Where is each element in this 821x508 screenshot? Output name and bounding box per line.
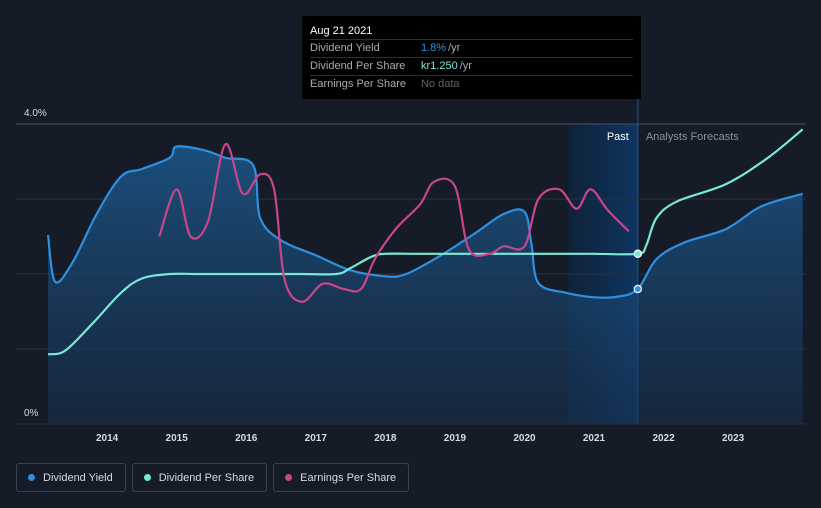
x-tick-label: 2021 <box>583 433 606 444</box>
x-tick-label: 2020 <box>513 433 536 444</box>
legend-label: Dividend Per Share <box>158 471 255 484</box>
y-tick-label: 0% <box>24 408 39 419</box>
x-tick-label: 2015 <box>166 433 189 444</box>
tooltip-date: Aug 21 2021 <box>310 25 373 37</box>
tooltip-unit: /yr <box>448 42 461 54</box>
dividend-yield-area <box>48 146 803 424</box>
tooltip-row-earnings-per-share: Earnings Per Share No data <box>310 75 633 93</box>
legend-dividend-yield[interactable]: Dividend Yield <box>16 463 126 492</box>
marker-point <box>633 249 643 258</box>
legend-label: Dividend Yield <box>43 471 113 484</box>
legend-dividend-per-share[interactable]: Dividend Per Share <box>131 463 268 492</box>
tooltip-label: Earnings Per Share <box>310 78 406 90</box>
forecast-label: Analysts Forecasts <box>646 131 739 143</box>
tooltip-value: 1.8% <box>421 42 447 54</box>
legend-dot-icon <box>285 474 293 481</box>
x-tick-label: 2018 <box>374 433 397 444</box>
tooltip-label: Dividend Yield <box>310 42 380 54</box>
earnings-per-share-line <box>158 143 630 303</box>
tooltip-row-dividend-per-share: Dividend Per Share kr1.250 /yr <box>310 57 633 75</box>
x-tick-label: 2014 <box>96 433 119 444</box>
legend-dot-icon <box>28 474 35 481</box>
x-tick-label: 2019 <box>444 433 467 444</box>
chart-legend: Dividend Yield Dividend Per Share Earnin… <box>16 463 410 492</box>
tooltip-unit: /yr <box>459 60 472 72</box>
legend-label: Earnings Per Share <box>300 471 397 484</box>
x-tick-label: 2016 <box>235 433 258 444</box>
tooltip-value: No data <box>421 78 460 90</box>
legend-dot-icon <box>143 474 151 481</box>
x-tick-label: 2022 <box>652 433 675 444</box>
tooltip-value: kr1.250 <box>421 60 458 72</box>
marker-point <box>633 284 643 294</box>
hover-tooltip: Aug 21 2021 Dividend Yield 1.8% /yr Divi… <box>302 16 641 99</box>
legend-earnings-per-share[interactable]: Earnings Per Share <box>273 463 410 492</box>
y-tick-label: 4.0% <box>24 108 47 119</box>
x-tick-label: 2017 <box>305 433 328 444</box>
tooltip-label: Dividend Per Share <box>310 60 406 72</box>
tooltip-row-dividend-yield: Dividend Yield 1.8% /yr <box>310 39 633 57</box>
x-tick-label: 2023 <box>722 433 745 444</box>
past-label: Past <box>607 131 629 143</box>
